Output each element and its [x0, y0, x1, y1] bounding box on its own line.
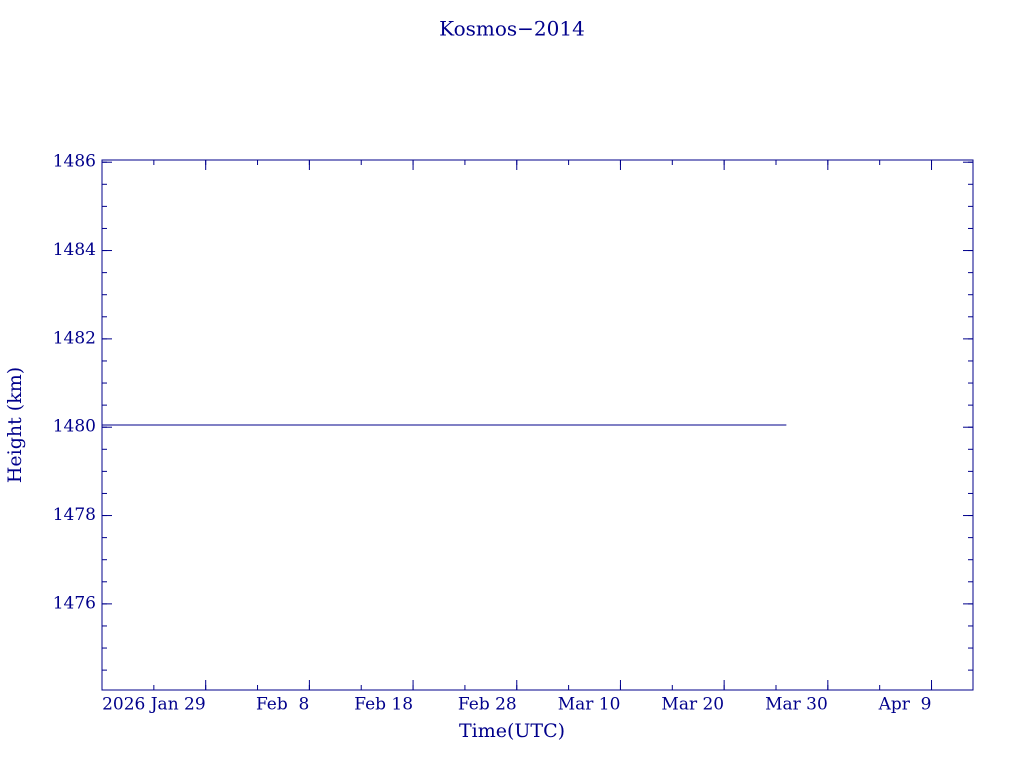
y-tick-label: 1484 [53, 240, 96, 260]
x-tick-label: Feb 8 [256, 695, 309, 715]
x-tick-label: Mar 20 [661, 695, 724, 715]
y-tick-label: 1482 [53, 328, 96, 348]
chart-title: Kosmos−2014 [439, 17, 585, 41]
x-tick-label: Feb 18 [354, 695, 413, 715]
x-axis-label: Time(UTC) [459, 720, 565, 742]
y-axis-label: Height (km) [4, 367, 26, 483]
x-tick-label: Feb 28 [458, 695, 517, 715]
y-tick-label: 1476 [53, 593, 96, 613]
y-tick-label: 1486 [53, 152, 96, 172]
x-tick-label: Mar 10 [558, 695, 621, 715]
x-tick-label: Mar 30 [765, 695, 828, 715]
x-tick-label: 2026 Jan 29 [102, 695, 206, 715]
y-tick-label: 1478 [53, 505, 96, 525]
y-tick-label: 1480 [53, 417, 96, 437]
x-tick-label: Apr 9 [878, 695, 932, 715]
